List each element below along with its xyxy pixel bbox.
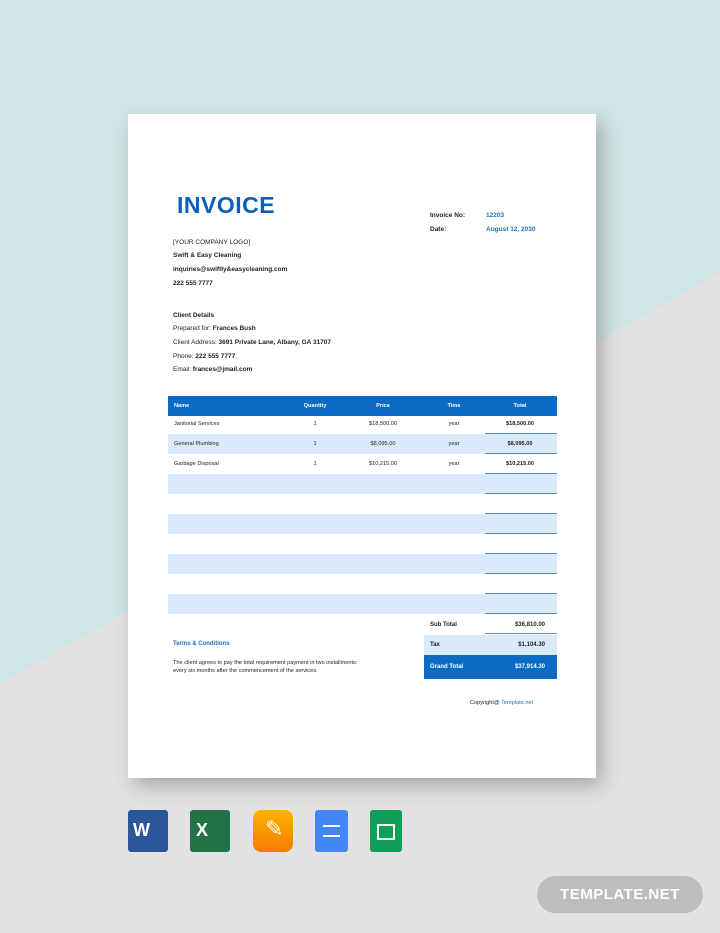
- table-row: Garbage Disposal 1 $10,215.00 year $10,215.0…: [168, 454, 557, 474]
- empty-row: [168, 554, 557, 574]
- pages-icon[interactable]: ✎: [253, 810, 293, 852]
- word-icon[interactable]: W: [128, 810, 168, 852]
- value: Frances Bush: [212, 325, 256, 332]
- label: Email:: [173, 366, 192, 373]
- table-row: General Plumbing 1 $8,095.00 year $8,095.00: [168, 434, 557, 454]
- total-underline: [485, 533, 557, 534]
- cell: Janitorial Services: [174, 421, 220, 427]
- company-logo-placeholder: [YOUR COMPANY LOGO]: [173, 239, 251, 246]
- empty-row: [168, 614, 557, 634]
- total-underline: [485, 433, 557, 434]
- subtotal-row: Sub Total $36,810.00: [424, 615, 557, 635]
- grand-total-row: Grand Total $37,914.30: [424, 655, 557, 679]
- label: Sub Total: [430, 622, 457, 628]
- value: 222 555 7777: [195, 353, 236, 360]
- value: 3691 Private Lane, Albany, GA 31707: [218, 339, 332, 346]
- cell: 1: [313, 421, 317, 427]
- total-underline: [485, 633, 557, 634]
- invoice-no: 12203: [486, 212, 505, 219]
- cell: Total: [513, 403, 527, 409]
- label: Client Address:: [173, 339, 217, 346]
- value: $36,810.00: [514, 622, 545, 628]
- template-net-badge: TEMPLATE.NET: [537, 876, 703, 913]
- copyright: Copyright@ Template.net: [470, 700, 533, 706]
- cell: $18,500.00: [506, 421, 534, 427]
- total-underline: [485, 593, 557, 594]
- client-email: Email: frances@jmail.com: [173, 366, 252, 373]
- template-link[interactable]: Template.net: [501, 700, 534, 706]
- cell: General Plumbing: [174, 441, 219, 447]
- invoice-no-label: Invoice No:: [430, 212, 466, 219]
- client-heading: Client Details: [173, 312, 215, 319]
- cell: year: [448, 461, 460, 467]
- cell: $8,095.00: [370, 441, 396, 447]
- cell: Time: [447, 403, 461, 409]
- date-label: Date:: [430, 226, 447, 233]
- total-underline: [485, 553, 557, 554]
- total-underline: [485, 493, 557, 494]
- cell: Quantity: [303, 403, 327, 409]
- total-underline: [485, 473, 557, 474]
- google-docs-icon[interactable]: [315, 810, 348, 852]
- terms-text: The client agrees to pay the total requi…: [173, 660, 358, 674]
- label: Prepared for:: [173, 325, 211, 332]
- cell: $8,095.00: [507, 441, 533, 447]
- cell: year: [448, 441, 460, 447]
- total-underline: [485, 453, 557, 454]
- value: $1,104.30: [518, 642, 545, 648]
- client-phone: Phone: 222 555 7777: [173, 353, 235, 360]
- empty-row: [168, 494, 557, 514]
- total-underline: [485, 613, 557, 614]
- cell: Garbage Disposal: [174, 461, 219, 467]
- client-address: Client Address: 3691 Private Lane, Alban…: [173, 339, 331, 346]
- total-underline: [485, 573, 557, 574]
- label: Tax: [430, 642, 440, 648]
- empty-row: [168, 474, 557, 494]
- table-header: Name Quantity Price Time Total: [168, 396, 557, 416]
- cell: $10,215.00: [369, 461, 397, 467]
- google-sheets-icon[interactable]: [370, 810, 402, 852]
- cell: $18,500.00: [369, 421, 397, 427]
- date: August 12, 2030: [486, 226, 536, 233]
- empty-row: [168, 514, 557, 534]
- value: frances@jmail.com: [192, 366, 253, 373]
- empty-row: [168, 574, 557, 594]
- tax-row: Tax $1,104.30: [424, 635, 557, 655]
- table-row: Janitorial Services 1 $18,500.00 year $18,50…: [168, 414, 557, 434]
- empty-row: [168, 594, 557, 614]
- cell: year: [448, 421, 460, 427]
- terms-heading: Terms & Conditions: [173, 641, 230, 647]
- total-underline: [485, 513, 557, 514]
- label: Grand Total: [430, 664, 464, 670]
- cell: Name: [174, 403, 190, 409]
- cell: Price: [376, 403, 390, 409]
- copyright-label: Copyright@: [470, 700, 500, 706]
- company-phone: 222 555 7777: [173, 280, 213, 287]
- excel-icon[interactable]: X: [190, 810, 230, 852]
- invoice-document: INVOICE Invoice No: 12203 Date: August 1…: [128, 114, 596, 778]
- cell: 1: [313, 461, 317, 467]
- label: Phone:: [173, 353, 194, 360]
- client-prepared: Prepared for: Frances Bush: [173, 325, 256, 332]
- cell: 1: [313, 441, 317, 447]
- company-email: inquiries@swiftly&easycleaning.com: [173, 266, 288, 273]
- invoice-title: INVOICE: [177, 192, 276, 218]
- empty-row: [168, 534, 557, 554]
- value: $37,914.30: [514, 664, 545, 670]
- cell: $10,215.00: [506, 461, 534, 467]
- company-name: Swift & Easy Cleaning: [173, 252, 242, 259]
